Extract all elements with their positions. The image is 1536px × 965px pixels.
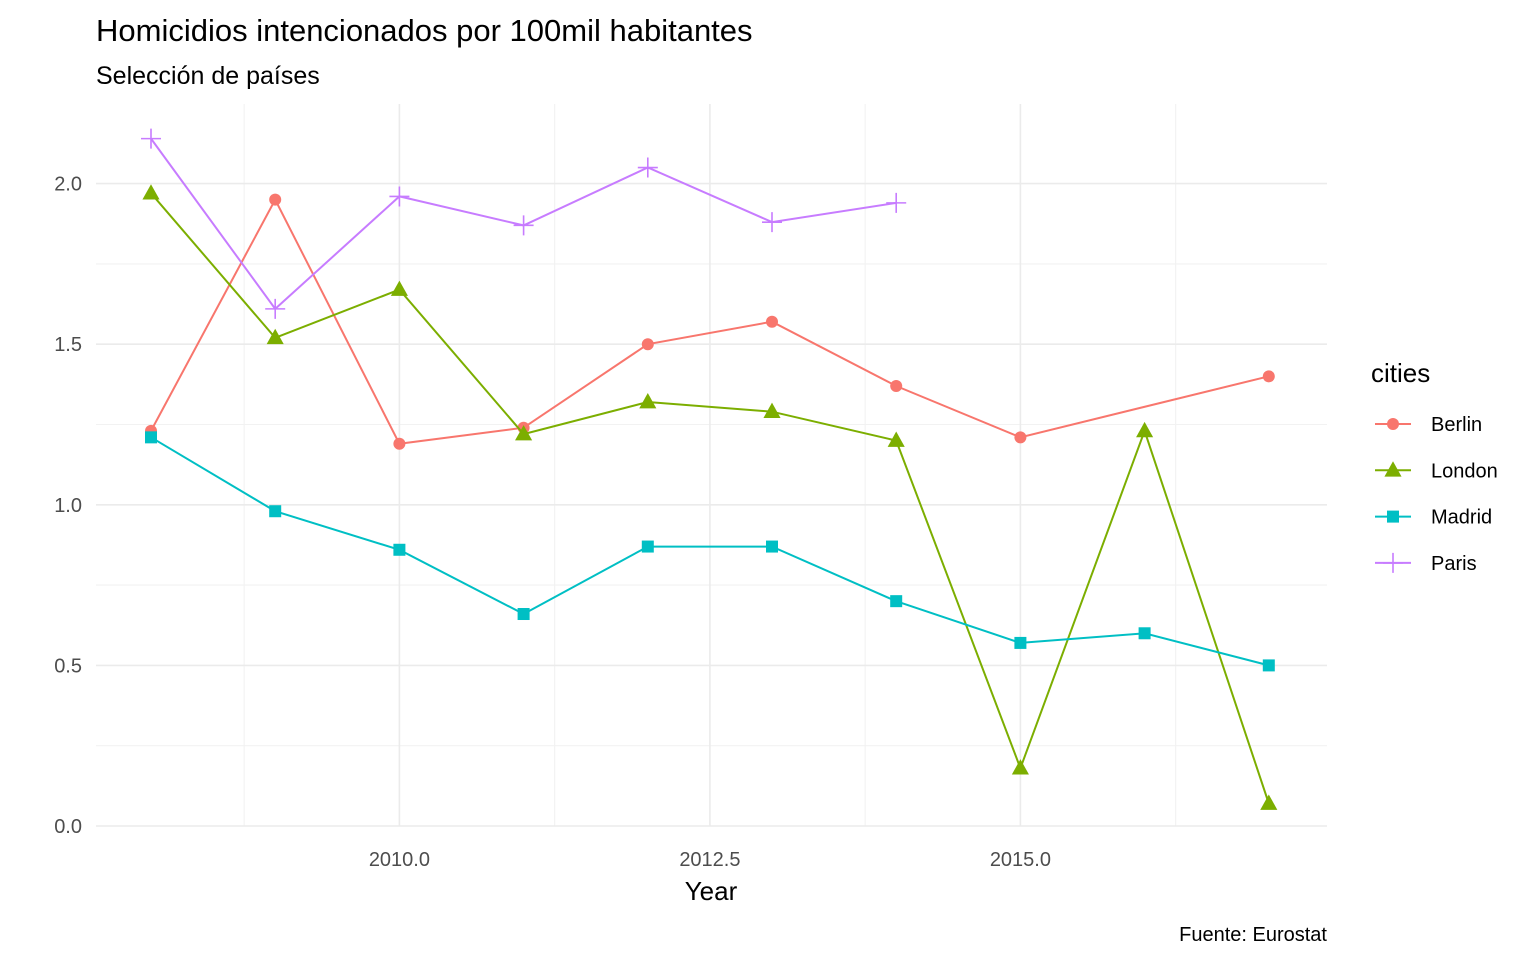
series-madrid [145,431,1275,672]
legend-key-marker [1387,510,1399,523]
legend-key-marker [1387,418,1399,430]
legend-item-paris: Paris [1375,552,1477,575]
legend-key-marker [1383,552,1403,573]
data-point-berlin [641,338,654,351]
data-point-paris [513,215,534,236]
data-point-berlin [1262,370,1275,383]
data-point-madrid [1138,627,1151,640]
series-line-london [150,192,1270,804]
legend-item-berlin: Berlin [1375,414,1482,436]
data-point-madrid [269,505,282,518]
x-tick-label: 2010.0 [369,849,430,871]
legend-title: cities [1371,358,1430,388]
data-point-berlin [766,315,778,328]
legend: Berlin London Madrid Paris [1375,414,1498,575]
data-point-paris [886,192,907,213]
x-tick-label: 2012.5 [679,849,740,871]
data-point-london [1260,794,1278,810]
data-point-london [763,402,781,418]
data-point-madrid [890,595,903,608]
series-line-madrid [150,436,1270,667]
data-point-london [390,280,408,296]
data-point-london [1136,421,1154,438]
data-point-london [887,431,905,447]
chart-caption: Fuente: Eurostat [1179,924,1327,946]
grid [96,104,1327,827]
series-paris [141,128,907,319]
y-tick-label: 0.5 [54,655,82,677]
data-point-paris [637,157,658,178]
x-tick-label: 2015.0 [990,849,1051,871]
data-point-madrid [1014,636,1027,649]
data-point-paris [141,128,161,149]
data-point-berlin [890,379,903,392]
data-point-madrid [145,431,157,444]
series-berlin [145,193,1275,450]
data-point-london [639,393,657,409]
legend-item-london: London [1375,460,1498,482]
data-point-london [266,328,284,345]
data-point-london [1011,759,1029,775]
y-tick-label: 1.5 [54,334,82,356]
data-point-london [142,184,160,200]
legend-item-madrid: Madrid [1375,507,1492,529]
axis-labels: 0.0 0.5 1.0 1.5 2.0 2010.0 2012.5 2015.0 [54,174,1051,871]
legend-key-marker [1384,461,1402,477]
data-point-madrid [1262,659,1275,672]
legend-label: Madrid [1431,507,1492,529]
data-point-paris [265,298,286,319]
data-point-paris [389,186,410,207]
data-point-berlin [269,193,282,206]
data-point-berlin [1014,431,1027,444]
legend-label: Paris [1431,553,1477,575]
y-tick-label: 2.0 [54,174,82,196]
data-point-paris [762,212,782,233]
data-point-london [515,425,533,441]
chart-title: Homicidios intencionados por 100mil habi… [96,13,753,48]
chart-subtitle: Selección de países [96,62,320,90]
series-london [142,184,1278,810]
y-tick-label: 0.0 [54,816,82,838]
legend-label: London [1431,460,1498,482]
data-point-madrid [393,543,406,556]
data-point-berlin [393,437,406,450]
legend-label: Berlin [1431,414,1482,436]
data-point-madrid [517,608,530,621]
data-point-madrid [766,540,778,553]
data-point-madrid [641,540,654,553]
y-tick-label: 1.0 [54,495,82,517]
series-layer [141,128,1278,810]
x-axis-title: Year [685,876,738,906]
